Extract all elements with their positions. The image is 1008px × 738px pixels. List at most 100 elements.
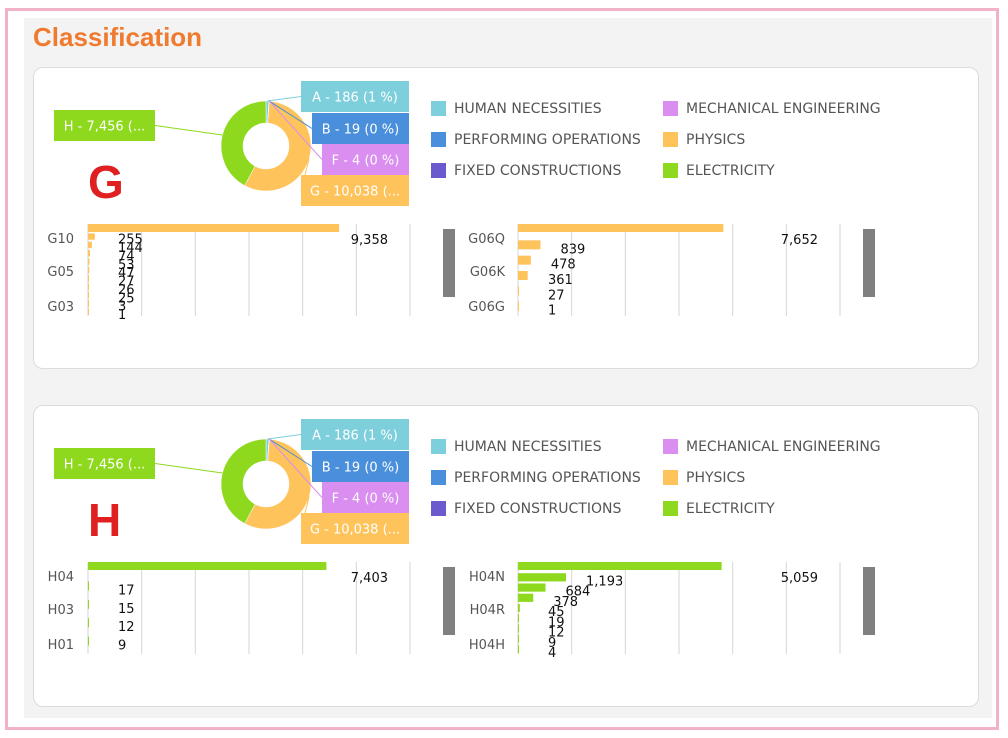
legend-swatch-h [663,501,678,516]
legend-swatch-f [663,101,678,116]
bar [88,241,92,249]
slice-label-box-h [54,448,155,479]
scrollbar[interactable] [863,567,875,635]
leader-line-f [268,100,323,160]
bar-value-label: 3 [118,300,126,315]
legend-swatch-f [663,439,678,454]
slice-label-g: G - 10,038 (... [310,523,400,538]
legend-swatch-b [431,470,446,485]
legend-item-h: ELECTRICITY [686,501,775,517]
page-frame [5,8,999,730]
bar [88,300,89,307]
slice-label-box-b [312,451,409,482]
slice-label-a: A - 186 (1 %) [312,429,398,444]
leader-line-a [267,434,302,440]
slice-label-box-a [301,81,409,112]
legend-swatch-g [663,132,678,147]
bar [518,583,546,592]
tick-label-h01: H01 [48,638,74,653]
legend-item-h: ELECTRICITY [686,163,775,179]
slice-label-box-h [54,110,155,141]
bar-value-label: 27 [548,288,565,303]
legend-item-a: HUMAN NECESSITIES [454,101,602,117]
bar [88,618,89,628]
slice-label-box-f [322,482,409,513]
legend-swatch-b [431,132,446,147]
leader-line-f [268,438,323,498]
leader-line-h [154,463,223,474]
bar [88,599,89,609]
bar [88,291,89,299]
bar-value-label: 4 [548,646,556,661]
bar [88,250,90,257]
bar [88,266,90,274]
scrollbar[interactable] [443,567,455,635]
legend-item-a: HUMAN NECESSITIES [454,439,602,455]
bar-value-label: 26 [118,283,135,298]
legend-item-e: FIXED CONSTRUCTIONS [454,501,621,517]
classification-card-h: A - 186 (1 %) B - 19 (0 %) F - 4 (0 %) G - … [33,405,979,707]
tick-label-g03: G03 [47,300,74,315]
bar [518,562,722,570]
bar-value-label: 12 [548,626,565,641]
legend-swatch-a [431,439,446,454]
bar [518,603,520,613]
tick-label-h04: H04 [48,570,74,585]
slice-label-f: F - 4 (0 %) [332,492,400,507]
leader-line-h [154,125,223,136]
slice-label-b: B - 19 (0 %) [322,461,399,476]
classification-card-g: A - 186 (1 %) B - 19 (0 %) F - 4 (0 %) G - … [33,67,979,369]
tick-label-h03: H03 [48,603,74,618]
bar [88,224,340,232]
bar [88,562,327,570]
bar [88,636,89,646]
bar-value-label: 1,193 [586,574,623,589]
bar-value-label: 19 [548,615,565,630]
slice-label-g: G - 10,038 (... [310,185,400,200]
tick-label-h04n: H04N [469,570,505,585]
slice-label-box-b [312,113,409,144]
scrollbar[interactable] [863,229,875,297]
bar [88,258,90,265]
bar-value-label: 9,358 [351,233,388,248]
pie-slice-h [220,438,267,524]
slice-label-box-g [301,513,409,544]
bar [88,581,89,591]
tick-label-h04r: H04R [470,603,505,618]
legend-swatch-g [663,470,678,485]
pie-slice-g [244,100,312,192]
bar [518,614,519,623]
leader-line-b [268,100,313,129]
tick-label-g10: G10 [47,232,74,247]
legend-item-g: PHYSICS [686,132,745,148]
slice-label-box-f [322,144,409,175]
bar-value-label: 144 [118,241,143,256]
bar [518,286,519,296]
bar-value-label: 684 [566,585,591,600]
slice-label-box-g [301,175,409,206]
bar-value-label: 53 [118,258,135,273]
bar-value-label: 27 [118,275,135,290]
bar-value-label: 74 [118,249,135,264]
tick-label-g05: G05 [47,265,74,280]
leader-line-b [268,438,313,467]
leader-line-a [267,96,302,102]
legend-item-b: PERFORMING OPERATIONS [454,470,641,486]
tick-label-g06q: G06Q [468,232,505,247]
bar [518,593,534,602]
bar-value-label: 9 [118,639,126,654]
scrollbar[interactable] [443,229,455,297]
bar-value-label: 7,403 [351,571,388,586]
legend-item-e: FIXED CONSTRUCTIONS [454,163,621,179]
bar [88,283,89,290]
legend-swatch-e [431,501,446,516]
bar [518,224,724,232]
tick-label-h04h: H04H [469,638,505,653]
bar-value-label: 15 [118,602,135,617]
bar-value-label: 5,059 [781,571,818,586]
classification-chart-g: A - 186 (1 %) B - 19 (0 %) F - 4 (0 %) G - … [47,81,881,323]
pie-slice-h [220,100,267,186]
bar [518,271,528,280]
bar [88,275,89,282]
section-letter: G [88,156,124,208]
